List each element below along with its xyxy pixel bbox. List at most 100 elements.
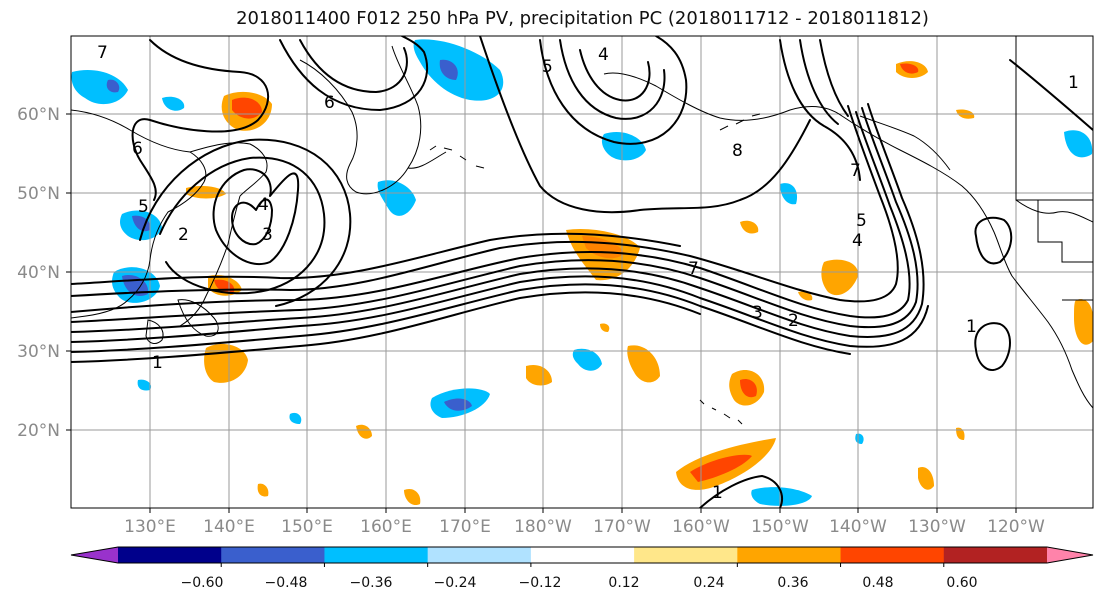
- lat-label: 30°N: [17, 342, 60, 362]
- precip-blob: [162, 96, 185, 111]
- lon-label: 120°W: [987, 517, 1045, 537]
- contour-label: 7: [97, 43, 108, 63]
- colorbar: −0.60 −0.48 −0.36 −0.24 −0.12 0.12 0.24 …: [70, 546, 1094, 591]
- contour-label: 1: [1068, 73, 1079, 93]
- precip-blob: [601, 131, 646, 161]
- precip-blob: [106, 79, 120, 93]
- lon-label: 140°W: [829, 517, 887, 537]
- contour-label: 6: [324, 93, 335, 113]
- precip-blob: [1064, 130, 1093, 158]
- precip-blob: [900, 63, 919, 74]
- precip-blob: [377, 180, 416, 216]
- lon-label: 160°W: [672, 517, 730, 537]
- precip-blob: [855, 433, 864, 444]
- contour-label: 5: [856, 211, 867, 231]
- contour-label: 7: [850, 161, 861, 181]
- colorbar-tick-label: −0.60: [181, 575, 224, 591]
- precip-blob: [780, 183, 798, 205]
- colorbar-segment: [737, 547, 842, 563]
- colorbar-tick-label: 0.48: [862, 575, 893, 591]
- contour-label: 3: [262, 225, 273, 245]
- lon-label: 170°W: [593, 517, 651, 537]
- contour-label: 2: [788, 311, 799, 331]
- lat-label: 40°N: [17, 263, 60, 283]
- precip-blob: [413, 39, 504, 101]
- precip-blob: [600, 323, 610, 332]
- precip-blob: [137, 379, 152, 391]
- lon-label: 130°W: [908, 517, 966, 537]
- precip-blob: [232, 97, 262, 119]
- colorbar-segment: [221, 547, 325, 563]
- lon-label: 170°E: [439, 517, 491, 537]
- contour-label: 1: [966, 317, 977, 337]
- map-title: 2018011400 F012 250 hPa PV, precipitatio…: [236, 8, 929, 29]
- contour-label: 4: [598, 45, 609, 65]
- contour-labels: 7 6 5 4 3 2 1 7 8 1 7 5 4 3 2 1 6 5 4 1: [97, 43, 1079, 503]
- lon-label: 180°W: [514, 517, 572, 537]
- colorbar-extend-min: [71, 547, 118, 563]
- contour-label: 5: [542, 57, 553, 77]
- colorbar-tick-label: 0.60: [946, 575, 977, 591]
- precip-blob: [186, 186, 226, 199]
- colorbar-tick-label: −0.36: [350, 575, 393, 591]
- colorbar-tick-label: −0.24: [434, 575, 477, 591]
- precip-blob: [740, 220, 759, 234]
- colorbar-tick-label: 0.24: [693, 575, 724, 591]
- colorbar-segments: [70, 546, 1094, 564]
- contour-label: 4: [258, 195, 269, 215]
- contour-label: 8: [732, 141, 743, 161]
- latitude-axis: 60°N 50°N 40°N 30°N 20°N: [17, 105, 71, 441]
- longitude-axis: 130°E 140°E 150°E 160°E 170°E 180°W 170°…: [124, 508, 1045, 537]
- colorbar-segment: [427, 547, 532, 563]
- lat-label: 50°N: [17, 184, 60, 204]
- lon-label: 160°E: [360, 517, 412, 537]
- colorbar-tick-label: 0.36: [777, 575, 808, 591]
- colorbar-extend-max: [1047, 547, 1093, 563]
- precip-blob: [257, 483, 269, 497]
- lon-label: 150°W: [751, 517, 809, 537]
- colorbar-segment: [118, 547, 222, 563]
- contour-label: 1: [712, 483, 723, 503]
- precip-blob: [439, 59, 458, 80]
- contour-label: 7: [688, 259, 699, 279]
- colorbar-tick-label: 0.12: [608, 575, 639, 591]
- contour-label: 6: [132, 139, 143, 159]
- coastlines: [71, 36, 1093, 425]
- contour-label: 2: [178, 225, 189, 245]
- precip-blob: [627, 345, 660, 383]
- precip-blob: [404, 488, 421, 506]
- precip-blob: [821, 259, 859, 296]
- precip-blob: [526, 364, 552, 386]
- contour-label: 5: [138, 197, 149, 217]
- colorbar-segment: [943, 547, 1048, 563]
- precip-blob: [289, 412, 302, 424]
- precip-blob: [740, 378, 757, 398]
- precip-blob: [572, 348, 602, 371]
- precip-blob: [356, 424, 372, 439]
- colorbar-ticks: [220, 563, 945, 567]
- colorbar-segment: [840, 547, 945, 563]
- colorbar-tick-label: −0.12: [519, 575, 562, 591]
- contour-label: 3: [752, 303, 763, 323]
- colorbar-segment: [634, 547, 738, 563]
- colorbar-segment: [324, 547, 429, 563]
- contour-label: 1: [152, 353, 163, 373]
- lon-label: 150°E: [281, 517, 333, 537]
- precip-blob: [132, 215, 151, 232]
- lat-label: 60°N: [17, 105, 60, 125]
- colorbar-outline: [70, 546, 1094, 564]
- precip-blob: [956, 427, 965, 440]
- lon-label: 140°E: [203, 517, 255, 537]
- precip-blob: [71, 70, 128, 105]
- contour-label: 4: [852, 231, 863, 251]
- colorbar-tick-label: −0.48: [265, 575, 308, 591]
- precip-blob: [798, 291, 813, 301]
- colorbar-segment: [530, 547, 635, 563]
- lat-label: 20°N: [17, 421, 60, 441]
- precip-blob: [690, 454, 752, 482]
- lon-label: 130°E: [124, 517, 176, 537]
- precip-blob: [1074, 299, 1093, 345]
- precip-blob: [918, 466, 934, 490]
- pv-contours: [71, 36, 1093, 508]
